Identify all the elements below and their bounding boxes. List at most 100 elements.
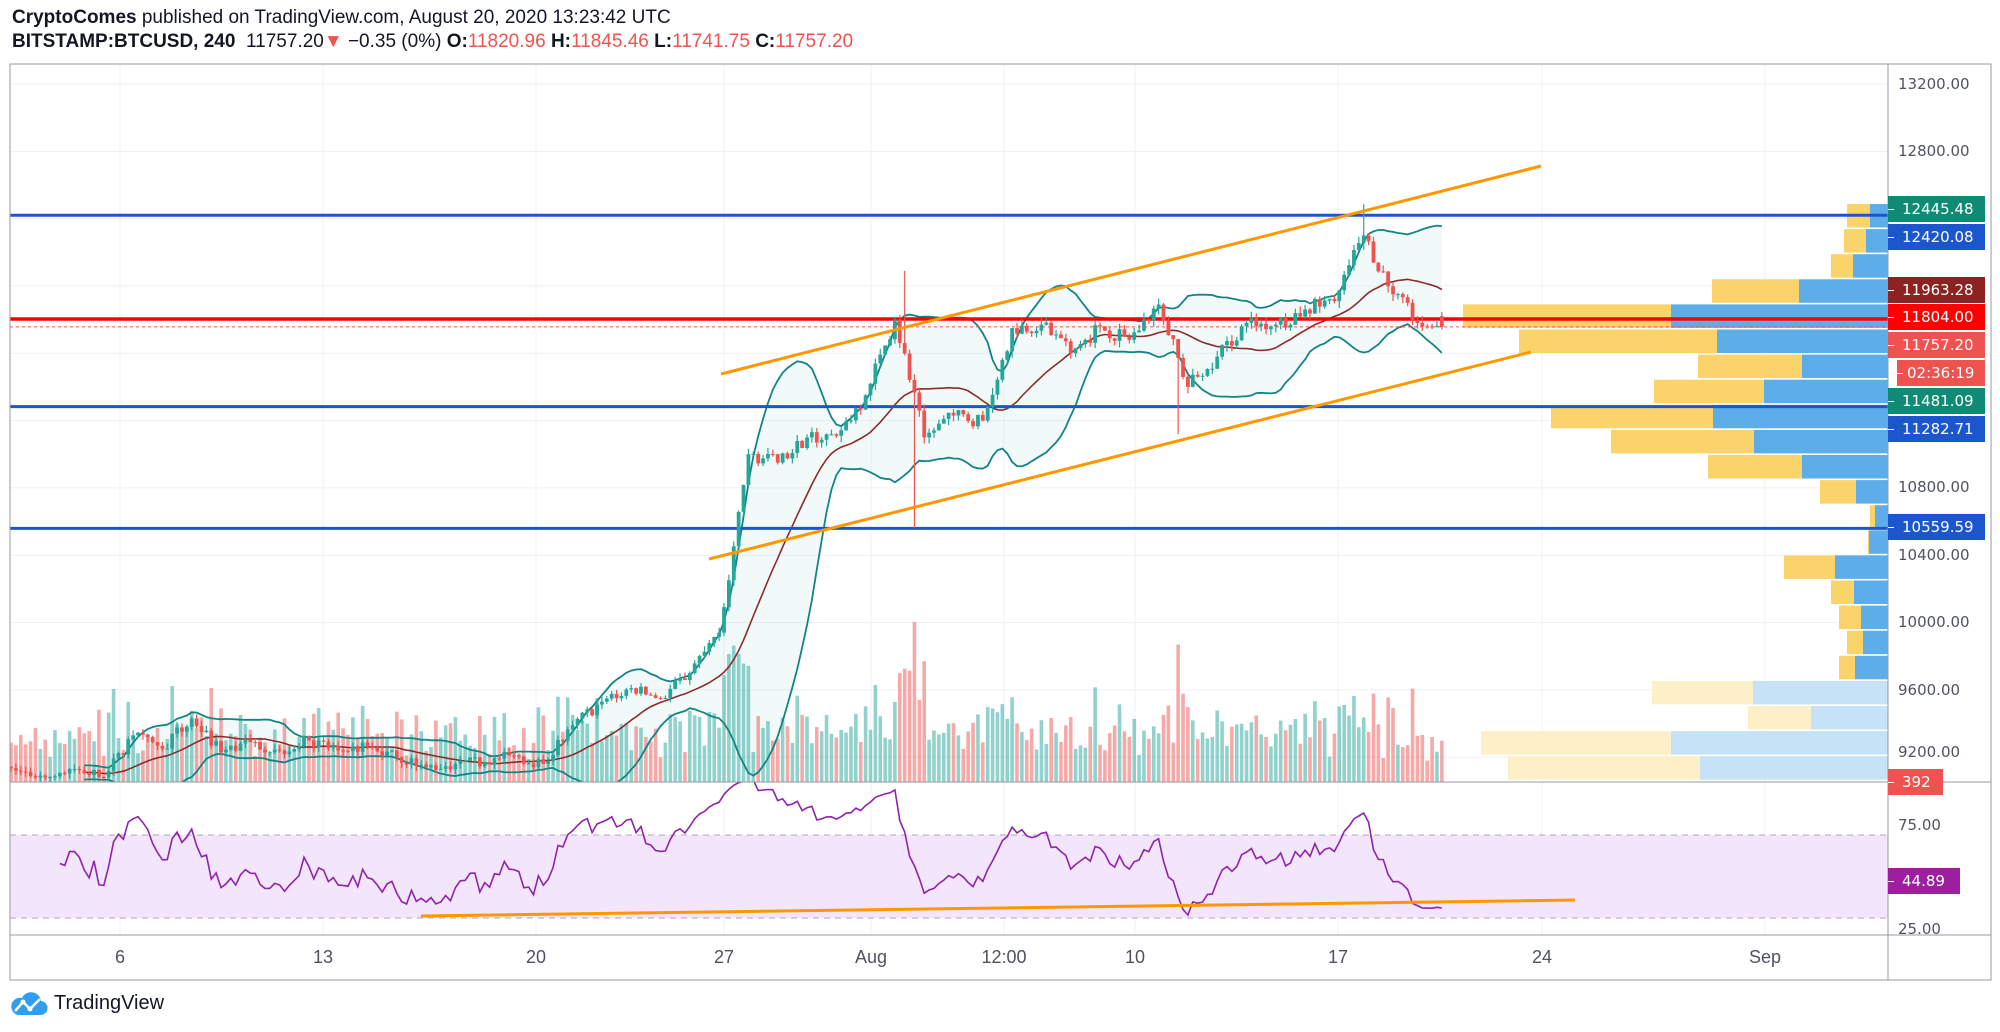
- price-tick: 10400.00: [1898, 546, 1970, 564]
- tradingview-logo[interactable]: TradingView: [10, 990, 164, 1016]
- volume-bar: [443, 725, 448, 782]
- volume-bar: [1405, 745, 1410, 782]
- volume-bar: [814, 727, 819, 782]
- vp-down-bar: [1870, 505, 1875, 529]
- volume-bar: [648, 741, 653, 782]
- candle-body: [404, 762, 409, 765]
- volume-bar: [150, 739, 155, 782]
- candle-body: [990, 394, 995, 407]
- candle-body: [712, 636, 717, 643]
- candle-body: [53, 776, 57, 778]
- volume-bar: [873, 685, 878, 782]
- volume-bar: [1391, 708, 1395, 782]
- volume-bar: [1142, 730, 1146, 782]
- volume-bar: [898, 673, 902, 782]
- vp-down-bar: [1844, 229, 1866, 253]
- candle-body: [946, 412, 951, 419]
- volume-bar: [932, 730, 936, 782]
- price-tick: 9200.00: [1898, 743, 1961, 761]
- bb-fill: [84, 225, 1442, 782]
- candle-body: [267, 752, 272, 754]
- volume-bar: [766, 721, 770, 782]
- candle-body: [1151, 308, 1156, 321]
- volume-bar: [1308, 737, 1312, 782]
- candle-body: [902, 343, 907, 354]
- last-price: 11757.20: [246, 31, 324, 52]
- candle-body: [751, 453, 756, 455]
- volume-bar: [624, 723, 629, 782]
- volume-bar: [453, 717, 458, 782]
- candle-body: [380, 751, 385, 756]
- volume-bar: [761, 727, 765, 782]
- candle-body: [224, 749, 228, 753]
- volume-bar: [1195, 738, 1200, 782]
- candle-body: [585, 709, 590, 713]
- candle-body: [1327, 298, 1332, 301]
- volume-bar: [121, 749, 126, 782]
- candle-body: [521, 756, 526, 764]
- candle-body: [956, 410, 961, 416]
- volume-bar: [1044, 743, 1049, 782]
- candle-body: [810, 432, 814, 438]
- candle-body: [1371, 241, 1376, 263]
- candle-body: [731, 546, 736, 581]
- candle-body: [726, 580, 731, 608]
- volume-bar: [62, 743, 67, 782]
- candle-body: [1083, 339, 1088, 345]
- volume-bar: [888, 739, 892, 782]
- horizontal-lines[interactable]: [10, 213, 1888, 530]
- price-tick: 12800.00: [1898, 142, 1970, 160]
- candle-body: [87, 773, 92, 776]
- author-name[interactable]: CryptoComes: [12, 7, 137, 28]
- volume-bar: [77, 727, 82, 782]
- candle-body: [1264, 323, 1268, 330]
- candle-body: [560, 740, 565, 742]
- candle-body: [683, 678, 687, 680]
- volume-bar: [907, 670, 912, 782]
- time-axis-label: Sep: [1748, 947, 1782, 967]
- volume-bar: [868, 729, 873, 782]
- volume-bar: [23, 744, 28, 782]
- volume-bar: [463, 734, 467, 782]
- candle-body: [28, 771, 33, 777]
- volume-bar: [307, 737, 311, 782]
- candle-body: [433, 765, 438, 770]
- volume-bar: [605, 735, 609, 782]
- volume-bar: [668, 714, 673, 782]
- candle-body: [834, 434, 839, 436]
- candle-body: [57, 773, 62, 777]
- volume-bar: [1215, 710, 1220, 782]
- candle-body: [477, 757, 482, 767]
- rsi-support-trendline[interactable]: [420, 898, 1576, 918]
- time-axis[interactable]: [9, 934, 1992, 981]
- volume-bar: [751, 751, 756, 782]
- bollinger-bands: [84, 224, 1443, 782]
- candle-body: [1049, 322, 1054, 336]
- candle-body: [350, 746, 355, 752]
- volume-bar: [419, 731, 424, 782]
- volume-bar: [277, 744, 282, 782]
- volume-bar: [263, 742, 267, 782]
- volume-bar: [966, 731, 970, 782]
- candle-body: [453, 763, 458, 770]
- volume-bar: [224, 740, 228, 782]
- vp-up-bar: [1753, 680, 1888, 705]
- candle-body: [736, 511, 741, 547]
- volume-bar: [1361, 717, 1366, 782]
- volume-bar: [717, 727, 721, 782]
- candle-body: [253, 742, 258, 744]
- candle-body: [165, 748, 170, 750]
- channel-upper-trendline[interactable]: [720, 164, 1542, 376]
- candle-body: [1425, 326, 1430, 328]
- candle-body: [824, 434, 829, 440]
- volume-bar: [834, 737, 839, 782]
- candle-body: [1225, 341, 1229, 346]
- volume-bar: [258, 737, 262, 782]
- volume-bar: [1342, 704, 1346, 782]
- candle-body: [976, 414, 980, 427]
- candle-body: [1137, 330, 1141, 333]
- candle-body: [238, 743, 243, 751]
- candle-body: [1044, 322, 1049, 325]
- channel-lower-trendline[interactable]: [708, 350, 1532, 561]
